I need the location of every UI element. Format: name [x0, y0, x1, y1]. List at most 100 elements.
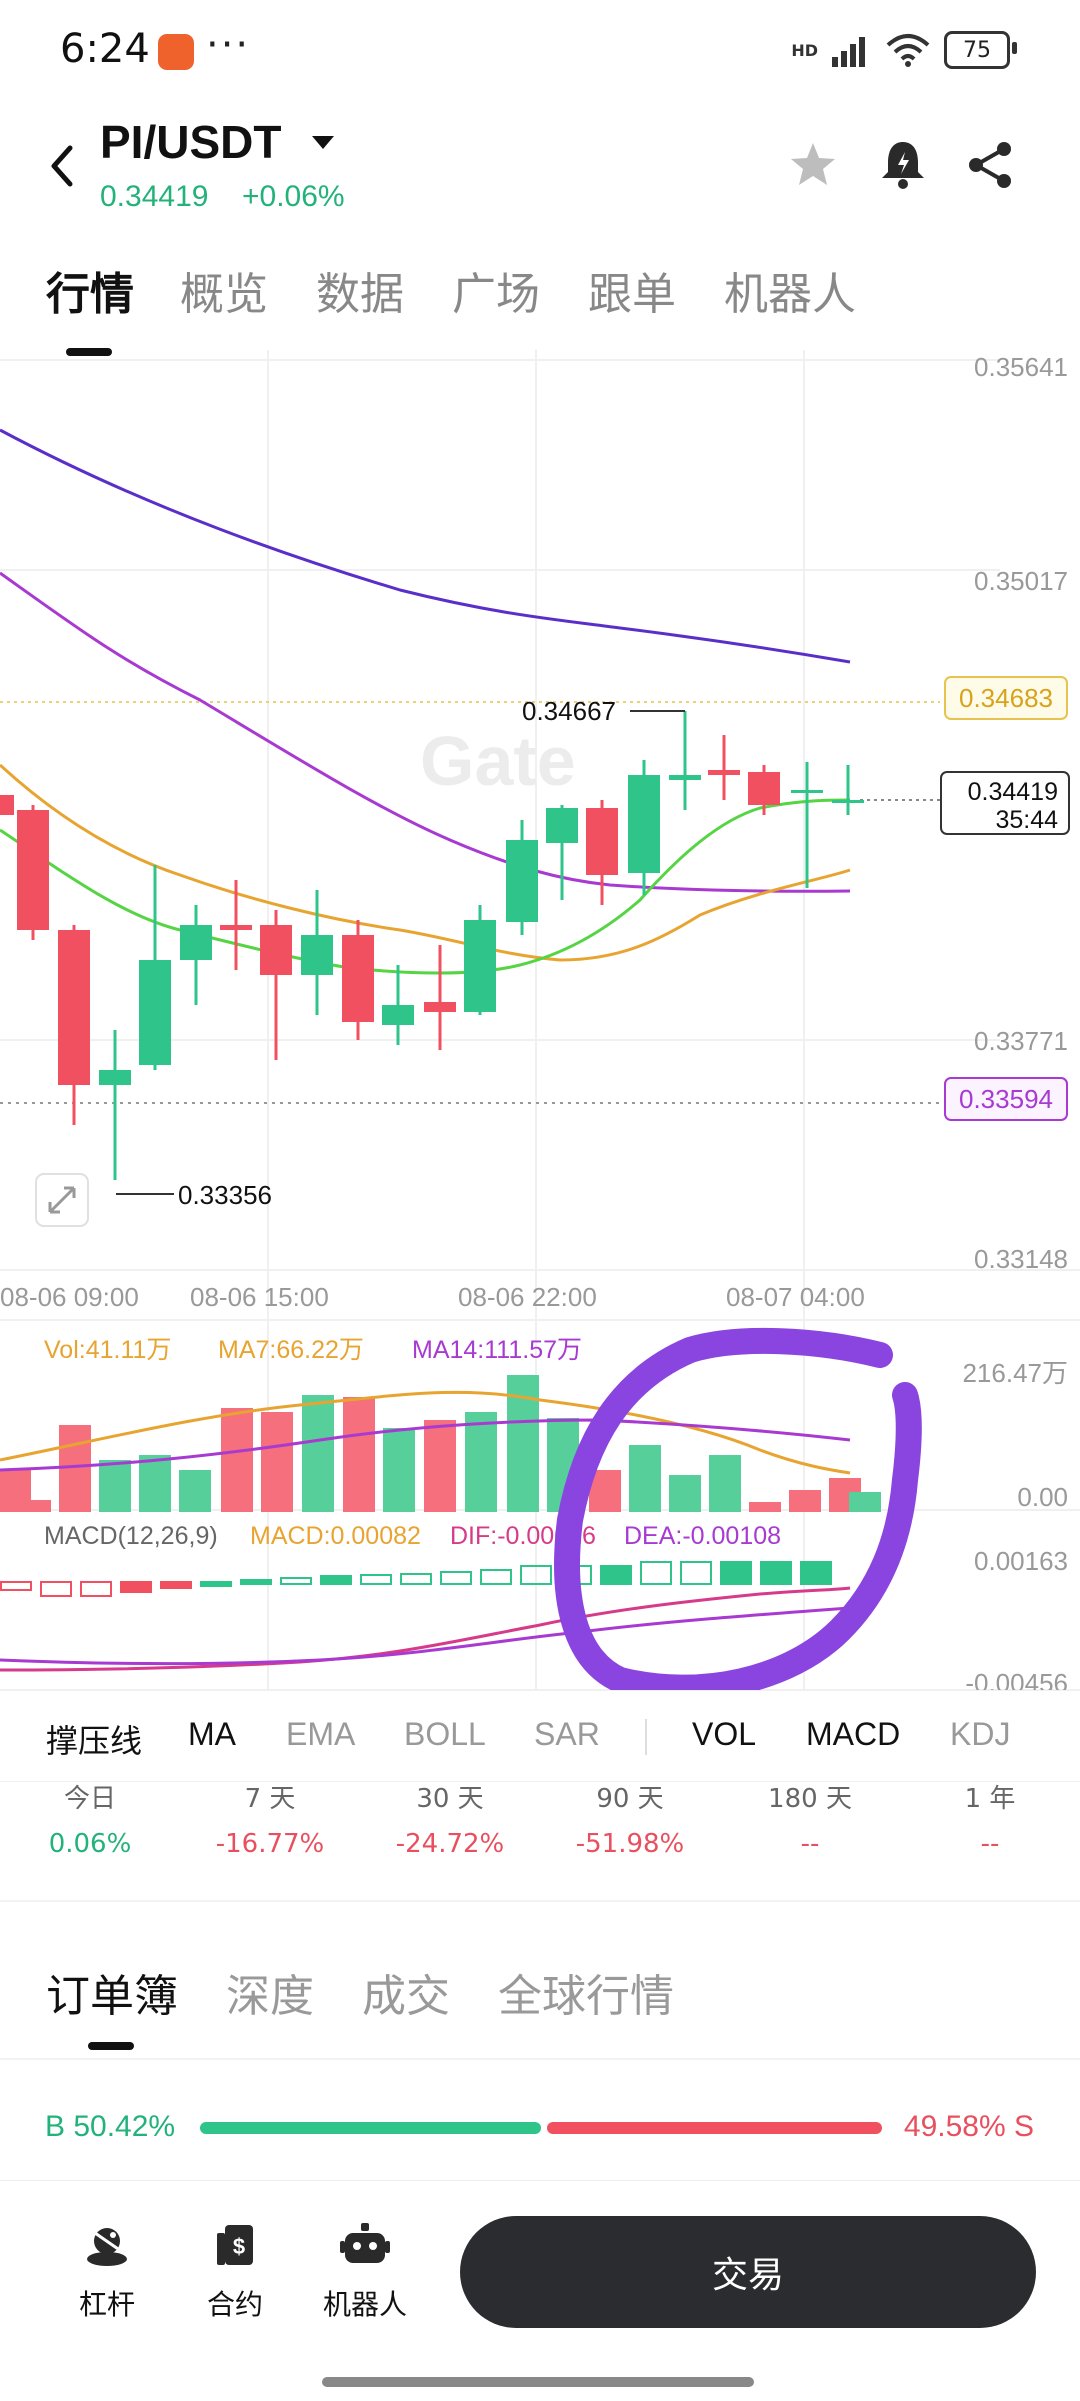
period-label: 90 天	[596, 1784, 664, 1814]
buy-ratio-label: B 50.42%	[45, 2110, 176, 2143]
period-change-row: 今日 0.06% 7 天 -16.77% 30 天 -24.72% 90 天 -…	[0, 1778, 1080, 1868]
x-axis-label: 08-07 04:00	[726, 1282, 865, 1312]
candle-body	[669, 775, 701, 780]
period-value: -51.98%	[575, 1829, 685, 1859]
candle-body	[260, 925, 292, 975]
volume-bar	[343, 1397, 375, 1512]
candle-body	[139, 960, 171, 1065]
vol-ma7-legend: MA7:66.22万	[218, 1336, 364, 1364]
candle-body	[708, 770, 740, 775]
volume-bar	[709, 1455, 741, 1512]
tab-trades[interactable]: 成交	[362, 1971, 450, 2022]
macd-bar	[480, 1569, 512, 1585]
indicator-macd[interactable]: MACD	[806, 1716, 901, 1752]
macd-bar	[240, 1579, 272, 1585]
tab-orderbook[interactable]: 订单簿	[46, 1971, 178, 2022]
candle-countdown: 35:44	[995, 806, 1058, 834]
macd-scale-max: 0.00163	[974, 1546, 1068, 1576]
candle-body	[424, 1002, 456, 1012]
indicator-sar[interactable]: SAR	[534, 1716, 600, 1752]
tab-market[interactable]: 行情	[46, 269, 134, 320]
tab-square[interactable]: 广场	[452, 269, 540, 320]
active-orderbook-tab-indicator	[88, 2042, 134, 2050]
vol-ma14-legend: MA14:111.57万	[412, 1336, 582, 1364]
vol-ma7-line	[0, 1390, 851, 1475]
y-axis-label: 0.35641	[974, 352, 1068, 382]
macd-params-legend: MACD(12,26,9)	[44, 1522, 218, 1550]
volume-bar	[629, 1445, 661, 1512]
more-notifications-icon: ···	[206, 22, 251, 68]
tab-overview[interactable]: 概览	[180, 269, 268, 320]
price-tag-purple-bg	[944, 1077, 1068, 1121]
indicator-toolbar: 撑压线 MA EMA BOLL SAR VOL MACD KDJ	[0, 1690, 1080, 1782]
macd-bar	[320, 1575, 352, 1585]
vol-scale-max: 216.47万	[962, 1358, 1068, 1388]
period-value: -24.72%	[395, 1829, 505, 1859]
tab-bots[interactable]: 机器人	[724, 269, 856, 320]
macd-bar	[760, 1561, 792, 1585]
section-divider	[0, 2058, 1080, 2060]
indicator-ma[interactable]: MA	[188, 1716, 236, 1752]
nav-futures-label: 合约	[206, 2288, 263, 2321]
period-value: 0.06%	[48, 1829, 132, 1859]
period-1y: 1 年 --	[910, 1778, 1070, 1859]
period-label: 今日	[63, 1784, 116, 1814]
low-price-label: 0.33356	[178, 1180, 272, 1210]
macd-bar	[600, 1565, 632, 1585]
indicator-vol[interactable]: VOL	[692, 1716, 757, 1752]
candle-body	[546, 808, 578, 843]
last-price: 0.34419	[100, 180, 209, 213]
nav-futures[interactable]: $ 合约	[180, 2221, 290, 2323]
y-axis-label: 0.33771	[974, 1026, 1068, 1056]
candle-body	[791, 790, 823, 793]
tab-copy-trade[interactable]: 跟单	[588, 269, 676, 320]
candle-body	[0, 795, 14, 815]
candlesticks	[0, 711, 864, 1180]
indicator-kdj[interactable]: KDJ	[950, 1716, 1011, 1752]
candle-body	[99, 1070, 131, 1085]
robot-icon	[340, 2223, 390, 2263]
period-value: --	[980, 1829, 1000, 1859]
price-change: +0.06%	[242, 180, 345, 213]
volume-bar	[383, 1428, 415, 1512]
pair-dropdown-icon[interactable]	[312, 136, 334, 149]
macd-histogram	[0, 1561, 832, 1597]
candle-body	[464, 920, 496, 1012]
macd-dea-legend: DEA:-0.00108	[624, 1522, 781, 1550]
tab-global-market[interactable]: 全球行情	[498, 1971, 674, 2022]
contract-icon: $	[217, 2225, 253, 2265]
macd-bar	[160, 1581, 192, 1589]
trade-button[interactable]: 交易	[460, 2216, 1036, 2328]
nav-bots[interactable]: 机器人	[310, 2221, 420, 2323]
price-alert-bell-icon[interactable]	[878, 138, 928, 192]
period-90d: 90 天 -51.98%	[550, 1778, 710, 1859]
candle-body	[220, 925, 252, 930]
ma14-line	[0, 571, 851, 893]
tab-data[interactable]: 数据	[316, 269, 404, 320]
share-icon[interactable]	[966, 140, 1016, 190]
candle-body	[382, 1005, 414, 1025]
nav-bots-label: 机器人	[322, 2288, 407, 2321]
tab-depth[interactable]: 深度	[226, 1971, 314, 2022]
kline-chart[interactable]: 0.35641 0.35017 0.33771 0.33148 Gate 0.3…	[0, 350, 1080, 1690]
pair-title[interactable]: PI/USDT	[100, 116, 282, 168]
candle-body	[301, 935, 333, 975]
back-arrow-icon[interactable]	[48, 144, 78, 188]
vol-ma14-line	[0, 1418, 851, 1472]
indicator-boll[interactable]: BOLL	[404, 1716, 486, 1752]
dif-line	[0, 1586, 851, 1672]
vol-legend: Vol:41.11万	[44, 1336, 171, 1364]
macd-bar	[200, 1581, 232, 1587]
nav-margin[interactable]: 杠杆	[52, 2221, 162, 2323]
indicator-ema[interactable]: EMA	[286, 1716, 356, 1752]
bottom-action-bar: 杠杆 $ 合约 机器人 交易	[0, 2180, 1080, 2401]
favorite-star-icon[interactable]	[788, 140, 838, 190]
main-tabs: 行情 概览 数据 广场 跟单 机器人	[0, 258, 1080, 356]
macd-bar	[0, 1581, 32, 1591]
period-value: -16.77%	[215, 1829, 325, 1859]
high-price-label: 0.34667	[522, 696, 616, 726]
active-tab-indicator	[66, 348, 112, 356]
indicator-support-resistance[interactable]: 撑压线	[46, 1723, 143, 1759]
macd-bar	[680, 1561, 712, 1585]
sell-ratio-bar	[547, 2122, 882, 2134]
